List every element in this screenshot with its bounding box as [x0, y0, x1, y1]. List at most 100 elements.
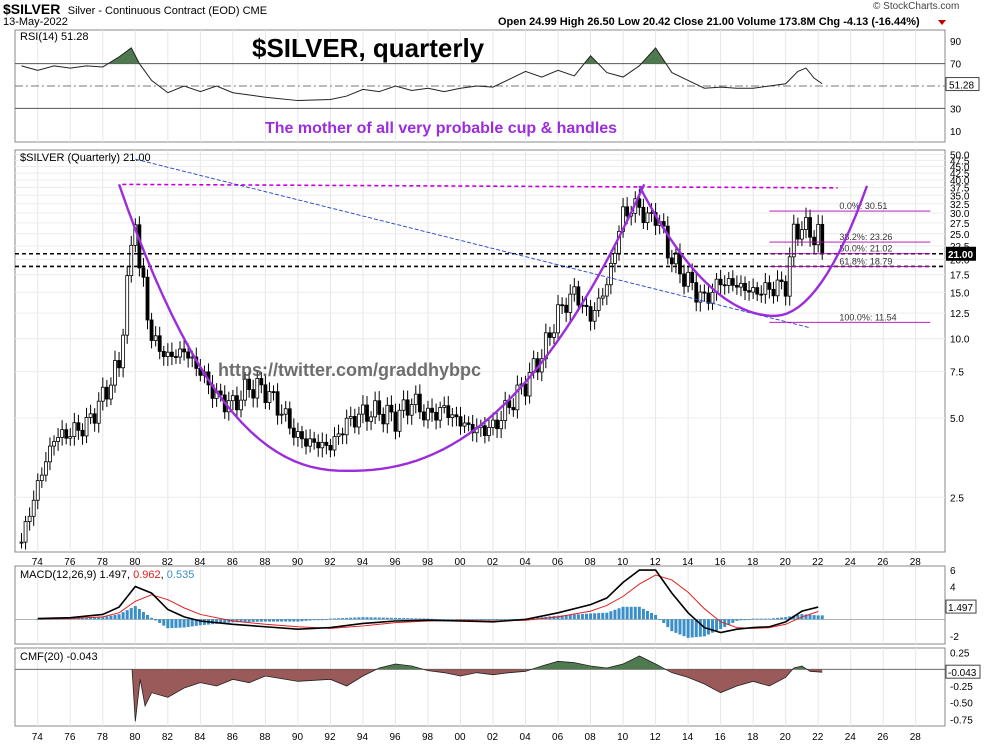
macd-hist-bar — [686, 619, 690, 638]
candle-body — [377, 400, 382, 415]
macd-tick-label: 6 — [950, 566, 956, 577]
macd-hist-bar — [402, 618, 406, 620]
macd-hist-bar — [438, 619, 442, 620]
macd-hist-bar — [72, 618, 76, 620]
candle-body — [39, 474, 44, 482]
macd-hist-bar — [560, 615, 564, 620]
price-tick-label: 42.5 — [950, 169, 970, 180]
candle-body — [279, 413, 284, 416]
macd-label-value: MACD(12,26,9) 1.497, — [20, 569, 133, 581]
macd-hist-bar — [450, 619, 454, 621]
candle-body — [466, 422, 471, 425]
macd-hist-bar — [146, 614, 150, 620]
candle-body — [324, 441, 329, 446]
macd-hist-bar — [97, 617, 101, 620]
macd-hist-bar — [251, 619, 255, 622]
macd-hist-bar — [629, 606, 633, 620]
macd-hist-bar — [158, 619, 162, 624]
price-x-tick: 06 — [552, 557, 564, 568]
price-tick-label: 20.0 — [950, 255, 970, 266]
fib-level-label: 50.0%: 21.02 — [839, 244, 892, 254]
candle-body — [678, 252, 682, 275]
price-x-tick: 12 — [650, 557, 662, 568]
candle-body — [702, 291, 707, 294]
macd-hist-bar — [300, 619, 304, 622]
macd-hist-value: 0.535 — [167, 569, 195, 581]
candle-body — [401, 399, 406, 411]
candle-body — [698, 291, 703, 303]
candle-body — [600, 295, 605, 299]
cmf-x-tick: 12 — [650, 732, 662, 743]
candle-body — [523, 383, 528, 397]
macd-hist-bar — [393, 617, 397, 620]
macd-hist-bar — [182, 619, 186, 628]
candle-body — [316, 441, 321, 449]
candle-body — [783, 281, 788, 297]
candle-body — [499, 420, 504, 430]
macd-hist-bar — [263, 619, 267, 622]
candle-body — [80, 429, 85, 437]
price-tick-label: 37.5 — [950, 183, 970, 194]
candle-body — [186, 351, 191, 359]
macd-hist-bar — [101, 617, 105, 620]
macd-hist-bar — [731, 619, 735, 623]
macd-hist-bar — [605, 612, 609, 620]
macd-hist-bar — [487, 619, 491, 621]
macd-hist-bar — [442, 619, 446, 621]
candle-body — [576, 286, 581, 306]
candle-body — [800, 229, 804, 240]
current-price-box — [946, 246, 976, 261]
candle-body — [487, 427, 491, 436]
price-x-tick: 92 — [324, 557, 336, 568]
downtrend-line — [135, 158, 811, 329]
candle-body — [113, 360, 117, 386]
candle-body — [182, 348, 186, 353]
candle-body — [157, 335, 162, 352]
handle-curve — [638, 185, 869, 318]
price-x-tick: 02 — [487, 557, 499, 568]
macd-hist-bar — [808, 614, 812, 620]
price-x-tick: 88 — [259, 557, 271, 568]
cmf-x-tick: 22 — [812, 732, 824, 743]
macd-hist-bar — [711, 619, 714, 633]
candle-body — [267, 391, 272, 403]
macd-hist-bar — [410, 618, 414, 620]
macd-hist-bar — [698, 619, 702, 637]
macd-hist-bar — [418, 618, 422, 620]
price-tick-label: 35.0 — [950, 191, 970, 202]
macd-hist-bar — [682, 619, 686, 637]
price-tick-label: 50.0 — [950, 150, 970, 161]
macd-hist-bar — [304, 619, 308, 621]
candle-body — [43, 461, 48, 476]
macd-hist-bar — [491, 619, 495, 621]
macd-hist-bar — [280, 619, 284, 622]
candle-body — [340, 433, 345, 436]
macd-hist-bar — [121, 612, 125, 620]
macd-hist-bar — [755, 618, 759, 620]
rsi-tick-label: 10 — [950, 127, 962, 138]
macd-hist-bar — [288, 619, 292, 622]
candle-body — [608, 262, 613, 286]
price-x-tick: 86 — [227, 557, 239, 568]
price-x-tick: 26 — [877, 557, 889, 568]
macd-hist-bar — [658, 618, 662, 620]
candle-body — [527, 372, 532, 397]
candle-body — [751, 287, 756, 293]
settings-caret-icon[interactable] — [938, 20, 946, 25]
cmf-x-tick: 02 — [487, 732, 499, 743]
macd-hist-bar — [650, 612, 654, 620]
macd-hist-bar — [532, 617, 536, 620]
candle-body — [426, 407, 430, 421]
cmf-x-tick: 86 — [227, 732, 239, 743]
price-x-tick: 14 — [682, 557, 694, 568]
panel-frame-cmf — [14, 647, 946, 727]
candle-body — [661, 221, 666, 227]
candle-body — [304, 438, 308, 447]
candle-body — [491, 419, 495, 428]
candle-body — [641, 206, 646, 224]
macd-hist-bar — [568, 614, 572, 620]
macd-hist-bar — [479, 619, 483, 621]
fib-level-label: 100.0%: 11.54 — [839, 312, 896, 322]
candle-body — [336, 433, 341, 437]
macd-hist-bar — [483, 619, 487, 621]
